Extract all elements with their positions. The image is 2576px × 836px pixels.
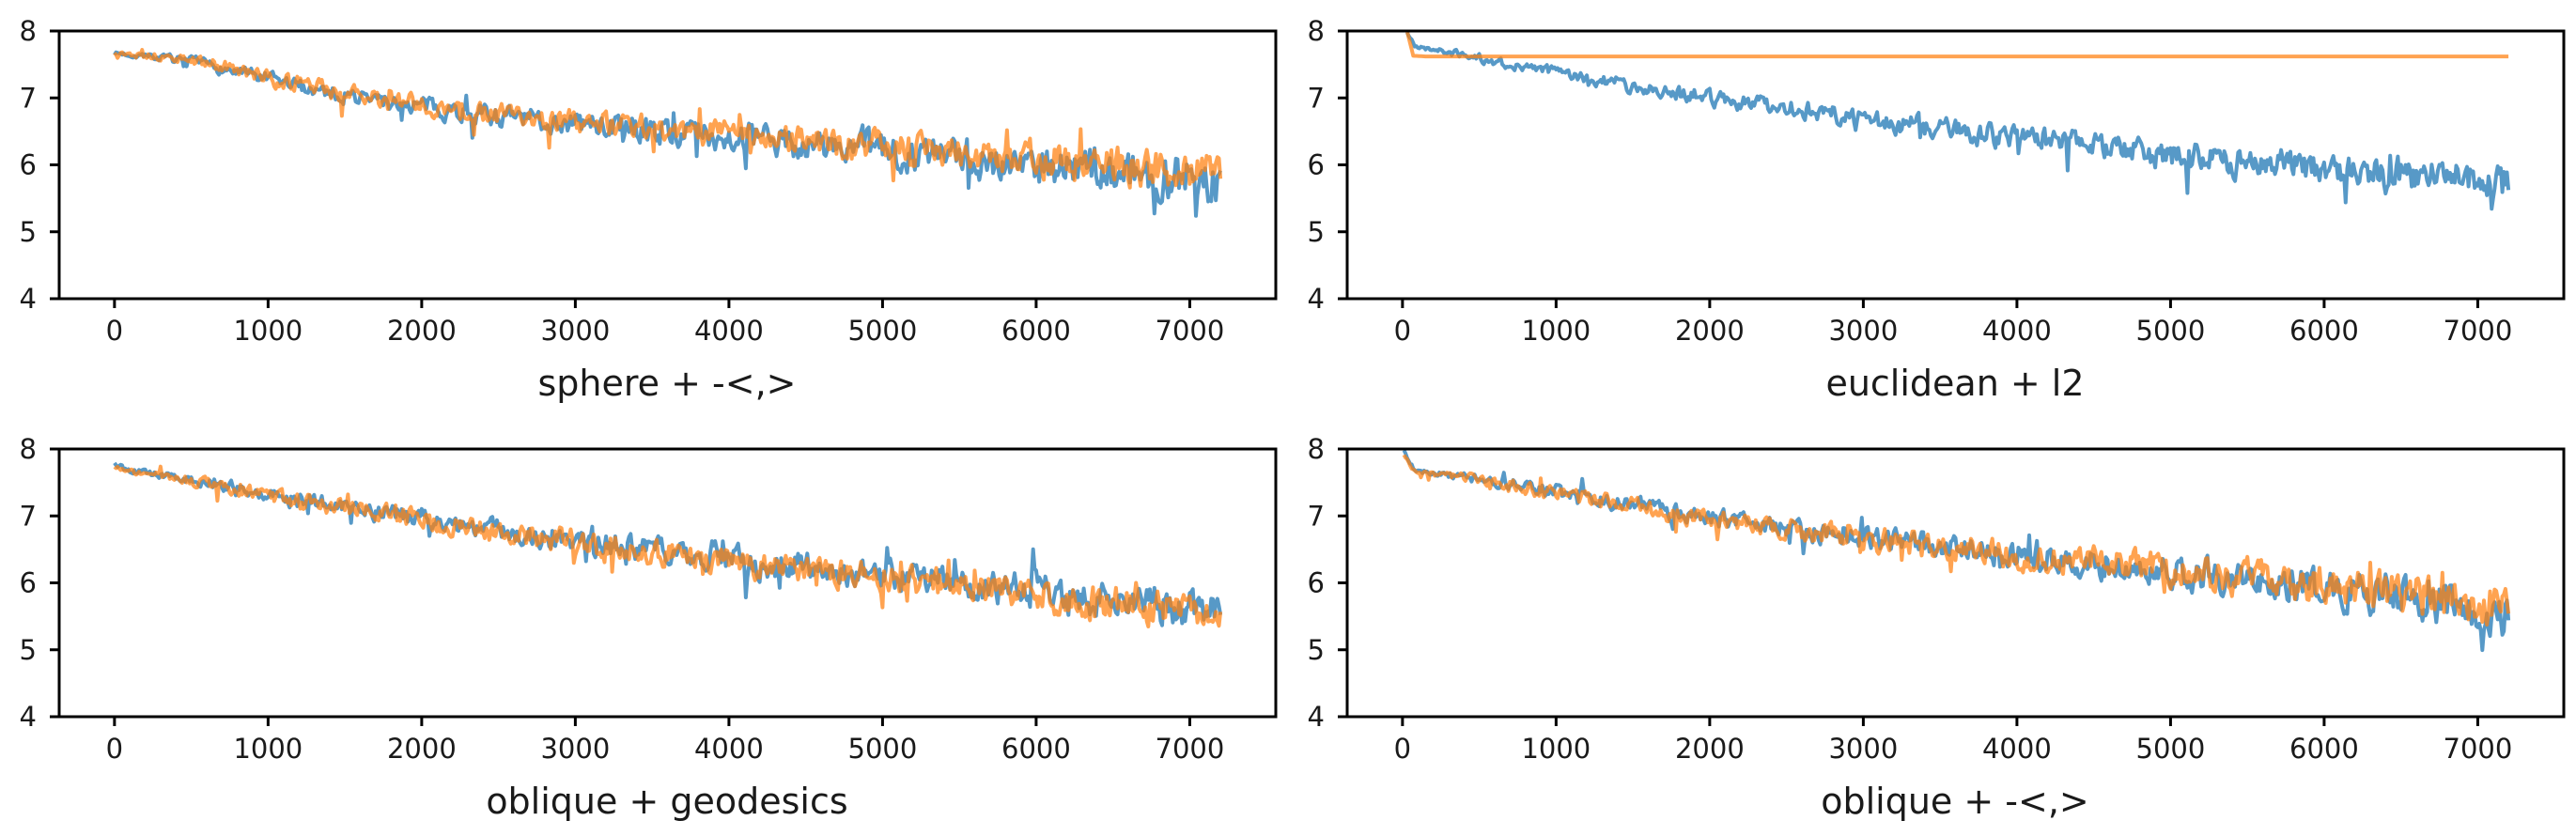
y-tick-label: 6: [20, 149, 37, 181]
x-tick-label: 4000: [694, 315, 764, 347]
y-tick-label: 5: [20, 634, 37, 666]
x-tick-label: 4000: [1982, 315, 2052, 347]
x-tick-label: 1000: [233, 733, 303, 765]
x-tick-label: 7000: [2444, 733, 2513, 765]
y-tick-label: 5: [20, 216, 37, 248]
y-tick-label: 8: [20, 433, 37, 465]
x-tick-label: 6000: [2289, 733, 2359, 765]
y-tick-label: 7: [1308, 500, 1325, 532]
y-tick-label: 5: [1308, 216, 1325, 248]
x-tick-label: 2000: [1675, 733, 1745, 765]
subplot-oblique-geodesics: 0 1000 2000 3000 4000 5000 6000 7000 4 5 6 7 8 obliq…: [0, 418, 1288, 836]
x-tick-label: 1000: [1521, 733, 1591, 765]
y-tick-label: 7: [20, 500, 37, 532]
series-line-orange: [1404, 30, 2509, 59]
x-tick-label: 7000: [1156, 315, 1225, 347]
x-tick-label: 6000: [1001, 733, 1071, 765]
x-tick-label: 2000: [1675, 315, 1745, 347]
series-line-orange: [1402, 454, 2511, 627]
y-tick-label: 6: [1308, 149, 1325, 181]
x-tick-label: 4000: [1982, 733, 2052, 765]
x-tick-label: 5000: [848, 733, 918, 765]
y-tick-label: 8: [1308, 15, 1325, 47]
plot-area: 0 1000 2000 3000 4000 5000 6000 7000 4 5 6 7 8: [20, 15, 1278, 347]
series-line-blue: [113, 461, 1223, 627]
subplot-title-oblique-geodesics: oblique + geodesics: [486, 781, 847, 822]
subplot-title-euclidean: euclidean + l2: [1825, 363, 2084, 404]
subplot-oblique-inner-product-canvas: 0 1000 2000 3000 4000 5000 6000 7000 4 5 6 7 8 obliq…: [1308, 433, 2566, 822]
plot-area: 0 1000 2000 3000 4000 5000 6000 7000 4 5 6 7 8: [20, 433, 1278, 765]
plot-area: 0 1000 2000 3000 4000 5000 6000 7000 4 5 6 7 8: [1308, 15, 2566, 347]
y-tick-label: 4: [20, 701, 37, 733]
x-tick-label: 3000: [540, 315, 610, 347]
y-tick-label: 6: [20, 567, 37, 599]
subplot-sphere-inner-product: 0 1000 2000 3000 4000 5000 6000 7000 4 5 6 7 8 spher…: [0, 0, 1288, 418]
x-tick-label: 0: [106, 733, 123, 765]
series-line-orange: [113, 48, 1223, 190]
x-tick-label: 2000: [387, 315, 457, 347]
x-tick-label: 5000: [848, 315, 918, 347]
subplot-euclidean-canvas: 0 1000 2000 3000 4000 5000 6000 7000 4 5 6 7 8 eucli…: [1308, 15, 2566, 404]
y-tick-label: 5: [1308, 634, 1325, 666]
subplot-title-sphere: sphere + -<,>: [537, 363, 796, 404]
subplot-sphere-canvas: 0 1000 2000 3000 4000 5000 6000 7000 4 5 6 7 8 spher…: [20, 15, 1278, 404]
y-tick-label: 6: [1308, 567, 1325, 599]
plot-area: 0 1000 2000 3000 4000 5000 6000 7000 4 5 6 7 8: [1308, 433, 2566, 765]
x-tick-label: 6000: [1001, 315, 1071, 347]
x-tick-label: 0: [1394, 315, 1411, 347]
x-tick-label: 3000: [1828, 733, 1898, 765]
x-tick-label: 1000: [233, 315, 303, 347]
x-tick-label: 7000: [1156, 733, 1225, 765]
x-tick-label: 5000: [2136, 733, 2206, 765]
y-tick-label: 4: [20, 283, 37, 315]
x-tick-label: 3000: [1828, 315, 1898, 347]
y-tick-label: 4: [1308, 283, 1325, 315]
x-tick-label: 0: [106, 315, 123, 347]
series-line-blue: [1404, 31, 2511, 211]
x-tick-label: 0: [1394, 733, 1411, 765]
x-tick-label: 4000: [694, 733, 764, 765]
subplot-title-oblique-inner-product: oblique + -<,>: [1821, 781, 2089, 822]
subplot-oblique-inner-product: 0 1000 2000 3000 4000 5000 6000 7000 4 5 6 7 8 obliq…: [1288, 418, 2576, 836]
subplot-oblique-geodesics-canvas: 0 1000 2000 3000 4000 5000 6000 7000 4 5 6 7 8 obliq…: [20, 433, 1278, 822]
y-tick-label: 7: [20, 82, 37, 114]
y-tick-label: 8: [20, 15, 37, 47]
x-tick-label: 5000: [2136, 315, 2206, 347]
x-tick-label: 7000: [2444, 315, 2513, 347]
x-tick-label: 3000: [540, 733, 610, 765]
y-tick-label: 7: [1308, 82, 1325, 114]
series-line-orange: [113, 464, 1223, 628]
y-tick-label: 8: [1308, 433, 1325, 465]
x-tick-label: 6000: [2289, 315, 2359, 347]
x-tick-label: 1000: [1521, 315, 1591, 347]
subplot-euclidean-l2: 0 1000 2000 3000 4000 5000 6000 7000 4 5 6 7 8 eucli…: [1288, 0, 2576, 418]
x-tick-label: 2000: [387, 733, 457, 765]
y-tick-label: 4: [1308, 701, 1325, 733]
